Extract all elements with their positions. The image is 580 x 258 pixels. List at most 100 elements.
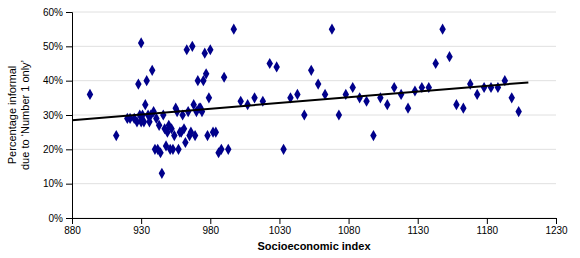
- point: [481, 82, 487, 93]
- point: [356, 92, 362, 103]
- tick: 880: [64, 218, 81, 236]
- trend-line: [72, 82, 528, 120]
- point: [363, 96, 369, 107]
- point: [202, 48, 208, 59]
- point: [207, 44, 213, 55]
- point: [143, 75, 149, 86]
- point: [336, 109, 342, 120]
- x-axis: 880 930 980 1030 1080 1130 1180 1230: [64, 218, 568, 236]
- plot: 880 930 980 1030 1080 1130 1180 1230 0% 10% 20% 30%…: [43, 7, 568, 236]
- point: [398, 89, 404, 100]
- tick-label: 1030: [269, 225, 292, 236]
- tick-label: 930: [133, 225, 150, 236]
- point: [231, 24, 237, 35]
- tick-mark: [66, 115, 72, 116]
- point: [273, 61, 279, 72]
- tick-label: 40%: [43, 75, 63, 86]
- point: [405, 103, 411, 114]
- tick-mark: [418, 218, 419, 224]
- point: [195, 75, 201, 86]
- point: [113, 130, 119, 141]
- tick-label: 1180: [477, 225, 499, 236]
- grid-line: [72, 46, 556, 47]
- point: [439, 24, 445, 35]
- tick: 30%: [43, 110, 72, 121]
- point: [267, 58, 273, 69]
- tick-label: 1230: [545, 225, 568, 236]
- point: [370, 130, 376, 141]
- point: [432, 58, 438, 69]
- point: [213, 127, 219, 138]
- point: [308, 65, 314, 76]
- tick: 1230: [545, 218, 568, 236]
- tick-mark: [141, 218, 142, 224]
- tick-mark: [66, 46, 72, 47]
- tick-mark: [66, 149, 72, 150]
- tick: 930: [133, 218, 150, 236]
- point: [181, 123, 187, 134]
- point: [170, 144, 176, 155]
- tick: 1030: [269, 218, 292, 236]
- point: [135, 79, 141, 90]
- tick: 1130: [407, 218, 429, 236]
- point: [280, 144, 286, 155]
- tick-label: 880: [64, 225, 81, 236]
- tick-mark: [66, 12, 72, 13]
- point: [159, 168, 165, 179]
- point: [221, 72, 227, 83]
- tick-mark: [66, 218, 72, 219]
- tick: 10%: [43, 178, 72, 189]
- point: [251, 92, 257, 103]
- chart: 880 930 980 1030 1080 1130 1180 1230 0% 10% 20% 30%…: [0, 0, 580, 258]
- point: [294, 89, 300, 100]
- point: [391, 82, 397, 93]
- tick-mark: [279, 218, 280, 224]
- point: [446, 51, 452, 62]
- grid-line: [72, 149, 556, 150]
- point: [138, 37, 144, 48]
- tick-label: 10%: [43, 178, 63, 189]
- tick-label: 1130: [407, 225, 429, 236]
- point: [142, 99, 148, 110]
- point: [204, 130, 210, 141]
- point: [453, 99, 459, 110]
- point: [175, 144, 181, 155]
- tick-label: 0%: [49, 213, 64, 224]
- point: [315, 79, 321, 90]
- tick: 1180: [477, 218, 499, 236]
- marks: [72, 24, 528, 179]
- point: [199, 106, 205, 117]
- y-axis: 0%10%20%30%40%50%60%: [43, 7, 73, 224]
- tick: 1080: [338, 218, 361, 236]
- y-axis-title: Percentage informaldue to ‘Number 1 only…: [6, 60, 31, 170]
- point: [192, 130, 198, 141]
- grid: [72, 12, 556, 218]
- tick-label: 1080: [338, 225, 361, 236]
- point: [349, 82, 355, 93]
- point: [384, 99, 390, 110]
- tick-label: 980: [202, 225, 219, 236]
- point: [189, 41, 195, 52]
- point: [474, 89, 480, 100]
- point: [329, 24, 335, 35]
- tick: 20%: [43, 144, 72, 155]
- point: [495, 82, 501, 93]
- point: [218, 144, 224, 155]
- tick-mark: [66, 184, 72, 185]
- point: [182, 137, 188, 148]
- grid-line: [72, 183, 556, 184]
- point: [157, 147, 163, 158]
- point: [156, 120, 162, 131]
- x-axis-title: Socioeconomic index: [257, 240, 371, 252]
- point: [515, 106, 521, 117]
- tick-mark: [210, 218, 211, 224]
- tick-label: 20%: [43, 144, 63, 155]
- point: [149, 65, 155, 76]
- tick-mark: [487, 218, 488, 224]
- point: [141, 116, 147, 127]
- point: [160, 109, 166, 120]
- tick-label: 30%: [43, 110, 63, 121]
- point: [206, 92, 212, 103]
- point: [509, 92, 515, 103]
- point: [301, 109, 307, 120]
